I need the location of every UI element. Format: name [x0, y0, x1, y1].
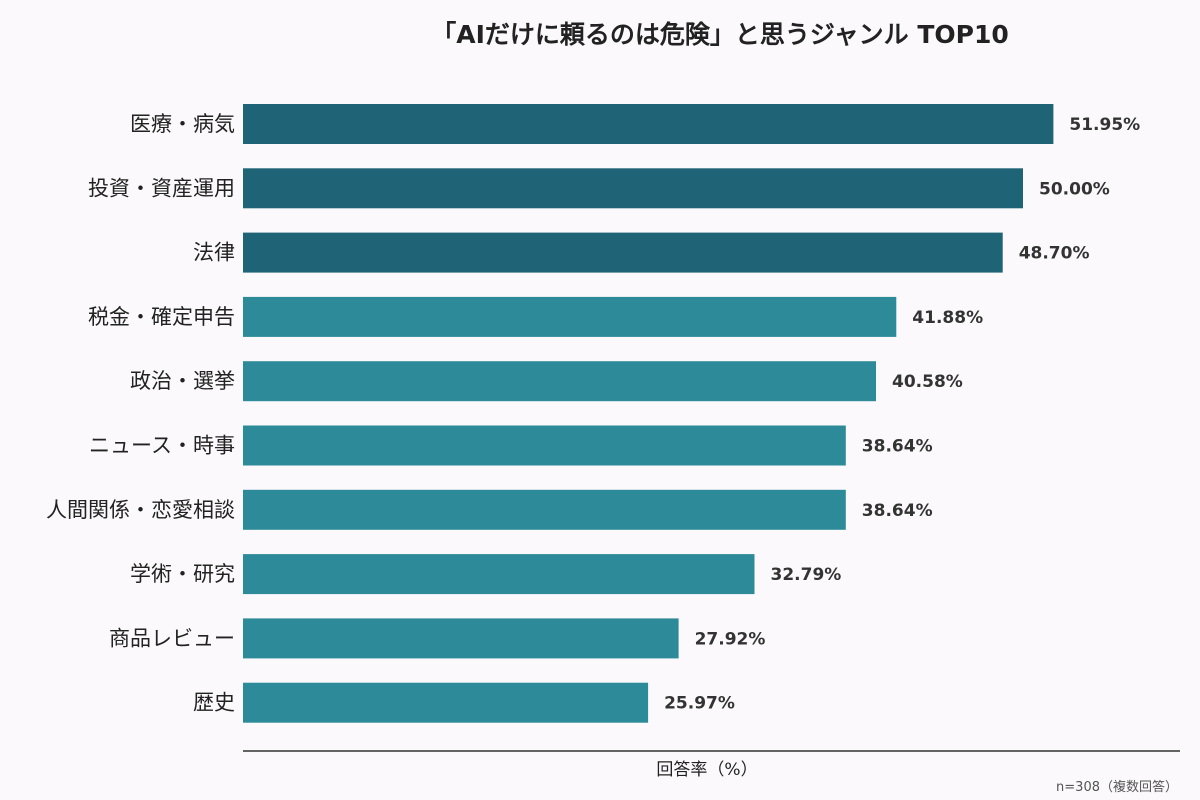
value-label-2: 50.00%	[1039, 179, 1110, 199]
bar-7	[243, 489, 846, 530]
bar-1	[243, 104, 1054, 144]
bar-10	[243, 682, 649, 723]
sample-size-note: n=308（複数回答）	[1056, 779, 1178, 795]
value-label-9: 27.92%	[695, 629, 766, 649]
value-label-6: 38.64%	[862, 437, 933, 457]
bars-group: 医療・病気 51.95% 投資・資産運用 50.00% 法律 48.70% 税金・確定申告 4…	[46, 104, 1140, 723]
chart-title: 「AIだけに頼るのは危険」と思うジャンル TOP10	[431, 20, 1009, 49]
category-label-2: 投資・資産運用	[88, 176, 235, 200]
category-label-7: 人間関係・恋愛相談	[46, 498, 235, 522]
value-label-7: 38.64%	[862, 501, 933, 521]
value-label-3: 48.70%	[1019, 244, 1090, 264]
value-label-1: 51.95%	[1069, 115, 1140, 135]
value-label-4: 41.88%	[912, 308, 983, 328]
bar-3	[243, 232, 1003, 273]
category-label-5: 政治・選挙	[130, 369, 235, 393]
x-axis-label: 回答率（%）	[656, 760, 757, 780]
bar-5	[243, 361, 876, 402]
bar-2	[243, 168, 1023, 209]
category-label-6: ニュース・時事	[89, 434, 235, 458]
category-label-9: 商品レビュー	[109, 626, 235, 650]
bar-9	[243, 618, 679, 659]
value-label-10: 25.97%	[664, 694, 735, 714]
value-label-8: 32.79%	[771, 565, 842, 585]
value-label-5: 40.58%	[892, 372, 963, 392]
category-label-4: 税金・確定申告	[88, 305, 235, 329]
bar-6	[243, 425, 846, 466]
category-label-8: 学術・研究	[130, 562, 235, 586]
bar-4	[243, 296, 897, 337]
category-label-10: 歴史	[193, 691, 235, 715]
category-label-1: 医療・病気	[130, 112, 235, 136]
category-label-3: 法律	[193, 241, 235, 265]
bar-8	[243, 554, 755, 595]
